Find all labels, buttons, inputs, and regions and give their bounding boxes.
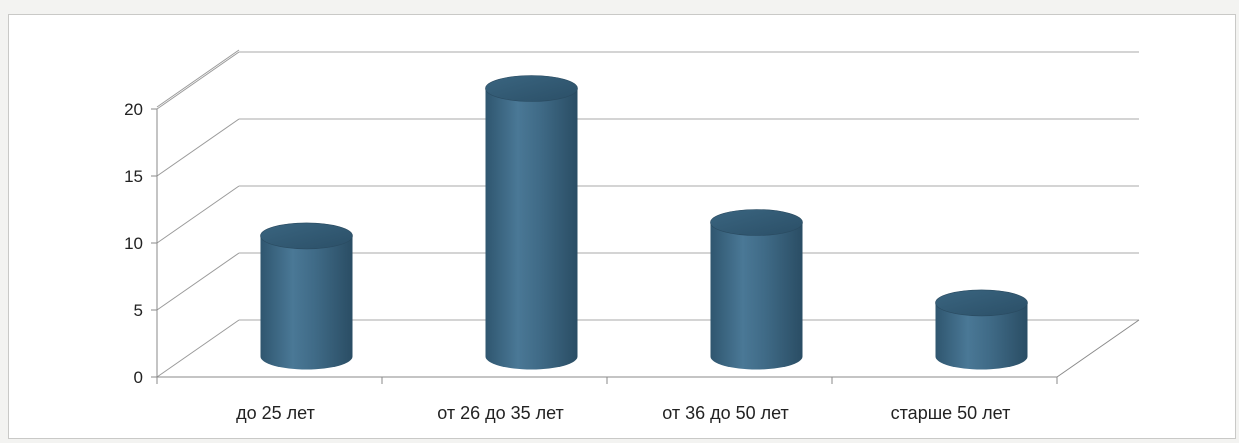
bar (935, 289, 1028, 370)
bar-body (485, 88, 578, 370)
gridline-side (156, 49, 240, 108)
y-tick-label: 20 (124, 100, 143, 119)
bars-layer (260, 75, 1028, 370)
y-tick-label: 0 (134, 368, 143, 387)
gridline-side (156, 252, 240, 311)
bar (710, 209, 803, 370)
bar-top (260, 222, 353, 250)
y-tick-label: 10 (124, 234, 143, 253)
axis-layer (151, 108, 1140, 384)
x-tick-label: до 25 лет (236, 403, 315, 423)
bar-body (260, 235, 353, 370)
y-tick-label: 15 (124, 167, 143, 186)
x-tick-label: от 36 до 50 лет (662, 403, 789, 423)
gridline-side (156, 319, 240, 378)
labels-layer: 0 5 10 15 20 до 25 лет от 26 до 35 лет от 36 до… (124, 100, 1010, 423)
gridline-side (156, 185, 240, 244)
gridline-side (156, 51, 240, 110)
y-tick-label: 5 (134, 301, 143, 320)
bar-top (710, 209, 803, 236)
bar (485, 75, 578, 370)
bar-body (710, 222, 803, 370)
x-tick-label: старше 50 лет (891, 403, 1011, 423)
chart-frame: 0 5 10 15 20 до 25 лет от 26 до 35 лет от 36 до… (8, 14, 1236, 439)
bar-top (935, 289, 1028, 317)
bar-chart: 0 5 10 15 20 до 25 лет от 26 до 35 лет от 36 до… (124, 49, 1140, 423)
floor-right-edge (1056, 319, 1140, 378)
bar-top (485, 75, 578, 102)
gridline-side (156, 118, 240, 177)
bar (260, 222, 353, 370)
bar-body (935, 302, 1028, 370)
x-tick-label: от 26 до 35 лет (437, 403, 564, 423)
